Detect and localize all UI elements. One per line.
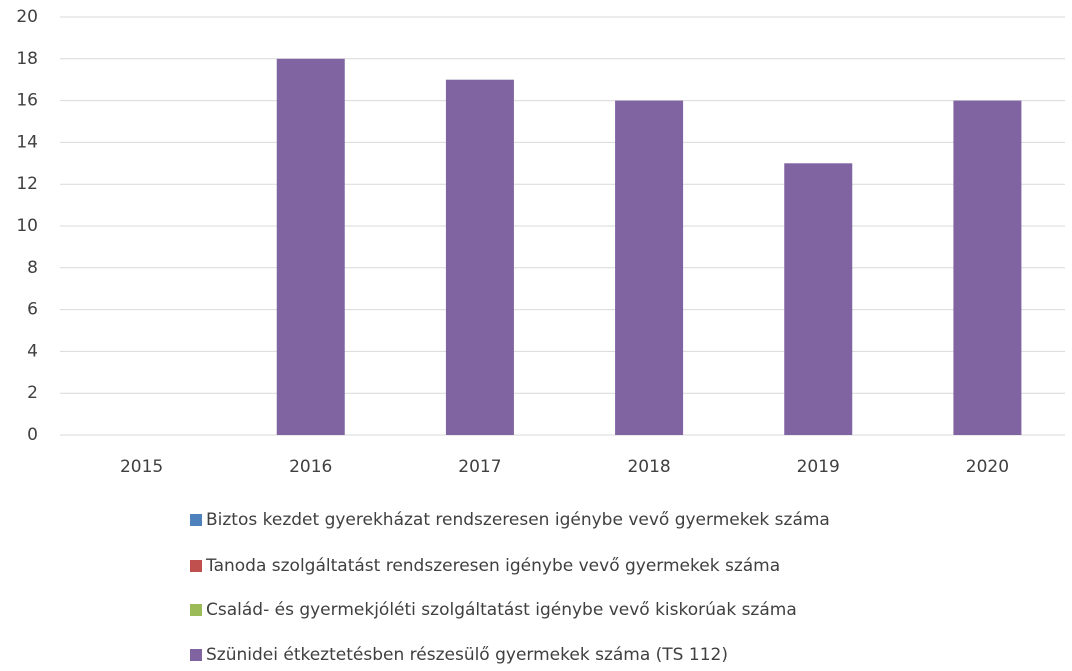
bar [784,163,853,436]
y-tick-label: 20 [16,7,38,27]
x-tick-label: 2017 [458,457,501,477]
x-tick-label: 2016 [289,457,332,477]
y-tick-label: 6 [27,300,38,320]
legend-swatch [190,604,202,616]
bar [615,100,684,435]
legend-swatch [190,649,202,661]
y-tick-label: 4 [27,341,38,361]
y-tick-label: 16 [16,91,38,111]
legend-label: Család- és gyermekjóléti szolgáltatást i… [206,600,797,620]
y-tick-label: 18 [16,49,38,69]
legend-label: Szünidei étkeztetésben részesülő gyermek… [206,645,728,665]
y-tick-label: 8 [27,258,38,278]
x-tick-label: 2019 [797,457,840,477]
y-tick-label: 10 [16,216,38,236]
x-tick-label: 2020 [966,457,1009,477]
legend-swatch [190,514,202,526]
x-tick-label: 2015 [120,457,163,477]
y-tick-label: 14 [16,132,38,152]
y-tick-label: 0 [27,425,38,445]
x-tick-label: 2018 [627,457,670,477]
legend-label: Biztos kezdet gyerekházat rendszeresen i… [206,510,830,530]
y-tick-label: 2 [27,383,38,403]
bar [953,100,1022,435]
bar [276,58,345,436]
bar [445,79,514,435]
legend-label: Tanoda szolgáltatást rendszeresen igényb… [205,556,780,576]
legend-swatch [190,560,202,572]
y-tick-label: 12 [16,174,38,194]
